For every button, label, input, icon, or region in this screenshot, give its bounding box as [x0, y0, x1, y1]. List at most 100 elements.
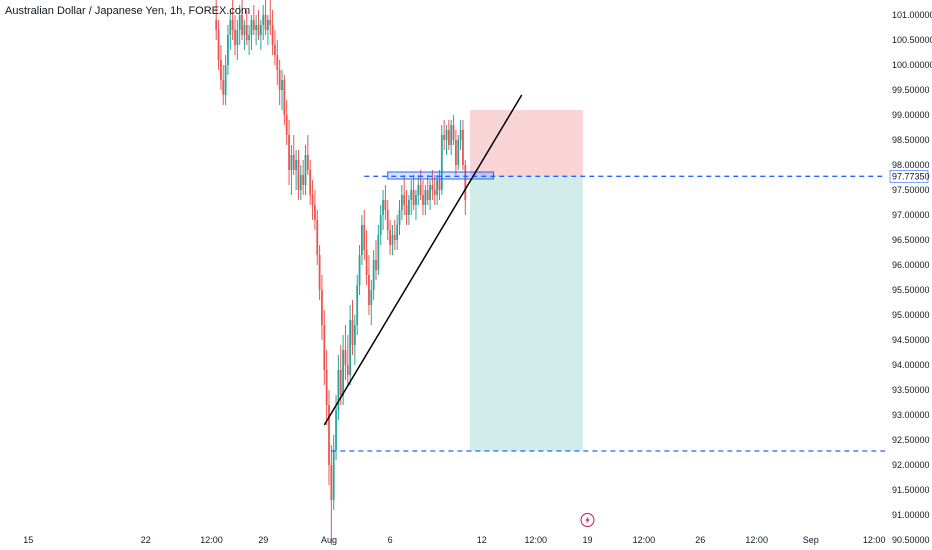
candle-body — [222, 80, 225, 95]
candle-body — [236, 30, 239, 45]
position-zones — [470, 110, 583, 451]
candle — [267, 15, 269, 45]
candle-body — [259, 25, 262, 35]
price-tick-label: 99.00000 — [892, 110, 930, 120]
price-tick-label: 94.50000 — [892, 335, 930, 345]
candle — [396, 215, 399, 250]
candle-body — [382, 200, 384, 215]
candle — [384, 185, 387, 220]
candle-body — [408, 200, 410, 215]
price-badge: 97.77350 — [889, 170, 930, 183]
candle-body — [238, 15, 241, 30]
candle-body — [447, 130, 450, 145]
candle-body — [433, 190, 436, 195]
price-axis[interactable]: 101.00000 100.50000 100.00000 99.50000 99.00… — [889, 10, 932, 545]
candle-body — [412, 190, 415, 205]
candle — [236, 20, 239, 60]
candle-body — [342, 350, 344, 395]
candle-body — [297, 160, 300, 190]
time-axis[interactable]: 12:00 15 22 12:00 29 Aug 6 12 12:00 19 12:00 26 12:0… — [0, 535, 885, 545]
candle — [344, 325, 347, 380]
candle — [231, 0, 234, 40]
candle — [386, 200, 389, 240]
candle — [220, 45, 222, 90]
candle-body — [309, 170, 312, 195]
price-tick-label: 101.00000 — [892, 10, 932, 20]
price-tick-label: 93.00000 — [892, 410, 930, 420]
candle — [276, 40, 279, 85]
candle — [349, 305, 352, 385]
candle — [393, 220, 396, 250]
candle — [238, 5, 241, 45]
candle-body — [452, 125, 455, 140]
event-marker[interactable] — [580, 513, 595, 527]
candle — [365, 230, 368, 285]
candle-body — [375, 260, 377, 270]
candle — [398, 200, 401, 235]
price-tick-label: 97.50000 — [892, 185, 930, 195]
candle-body — [370, 290, 373, 305]
candle-body — [243, 25, 246, 35]
candle — [314, 190, 316, 230]
candle — [281, 70, 283, 110]
candle — [243, 20, 246, 50]
candle — [304, 145, 307, 195]
candle — [264, 0, 267, 35]
candle — [433, 175, 436, 205]
candle — [309, 160, 312, 205]
candle-body — [292, 155, 295, 170]
candle — [332, 435, 335, 510]
candle-body — [328, 405, 330, 465]
candle — [412, 175, 415, 210]
candle — [248, 25, 250, 55]
candle — [351, 300, 354, 355]
drawings — [323, 94, 885, 452]
time-tick-label: 15 — [23, 535, 33, 545]
candle-body — [438, 180, 441, 190]
candle-body — [368, 275, 370, 305]
price-tick-label: 94.00000 — [892, 360, 930, 370]
candle — [288, 120, 290, 185]
time-tick-label: Aug — [321, 535, 337, 545]
candle — [269, 0, 272, 35]
candle — [330, 445, 333, 545]
candle-body — [257, 25, 260, 35]
candle-body — [330, 465, 333, 500]
lightning-icon-bolt — [585, 516, 590, 524]
candle-body — [379, 215, 382, 235]
candle-body — [415, 195, 417, 205]
candle — [295, 150, 297, 190]
candle-body — [349, 320, 352, 375]
price-tick-label: 91.50000 — [892, 485, 930, 495]
candle-body — [386, 210, 389, 230]
candle — [283, 75, 286, 125]
candle-body — [299, 175, 302, 190]
candle — [382, 190, 384, 230]
candle — [356, 275, 359, 335]
candle — [224, 55, 227, 105]
candle — [408, 195, 410, 225]
candle — [346, 335, 349, 385]
candle — [363, 210, 366, 260]
price-tick-label: 95.50000 — [892, 285, 930, 295]
candle — [462, 120, 464, 170]
candle — [450, 120, 453, 155]
candle — [405, 190, 408, 225]
candle-body — [269, 20, 272, 25]
time-tick-label: 12 — [477, 535, 487, 545]
candle-body — [304, 155, 307, 185]
candle-body — [321, 290, 323, 325]
candle-body — [389, 230, 391, 245]
candle — [358, 245, 361, 295]
time-tick-label: 26 — [695, 535, 705, 545]
candle — [337, 355, 340, 420]
candle — [375, 240, 377, 280]
candle-body — [450, 125, 453, 145]
price-tick-label: 92.50000 — [892, 435, 930, 445]
candle — [297, 150, 300, 200]
candle-body — [288, 135, 290, 170]
stop-loss-zone — [470, 110, 583, 176]
candles — [215, 0, 467, 545]
candle-body — [436, 180, 438, 195]
